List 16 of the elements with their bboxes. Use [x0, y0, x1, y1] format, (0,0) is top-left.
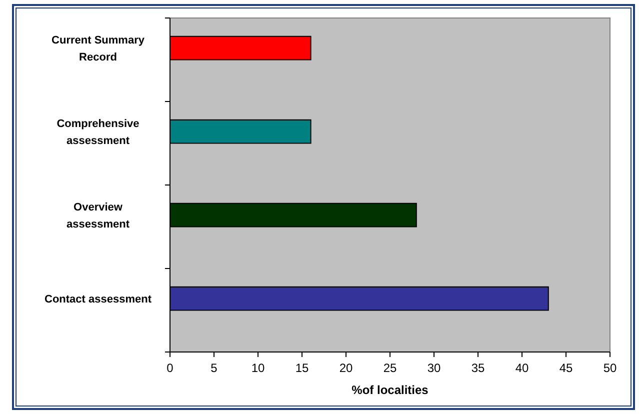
- y-tick-label: Comprehensive assessment: [56, 118, 140, 148]
- x-tick-label: 45: [559, 361, 573, 375]
- x-tick-label: 50: [603, 361, 617, 375]
- x-tick-label: 20: [339, 361, 353, 375]
- y-tick-label: Current Summary Record: [52, 34, 146, 64]
- x-tick-label: 15: [295, 361, 309, 375]
- x-tick-label: 35: [471, 361, 485, 375]
- x-tick-label: 10: [251, 361, 265, 375]
- x-tick-label: 40: [515, 361, 529, 375]
- x-tick-label: 5: [210, 361, 218, 375]
- x-tick-label: 0: [166, 361, 174, 375]
- x-tick-label: 30: [427, 361, 441, 375]
- y-tick-label: Contact assessment: [44, 294, 152, 306]
- y-tick-label: Overview assessment: [66, 202, 130, 231]
- x-tick-label: 25: [383, 361, 397, 375]
- x-axis-title: %of localities: [352, 383, 429, 397]
